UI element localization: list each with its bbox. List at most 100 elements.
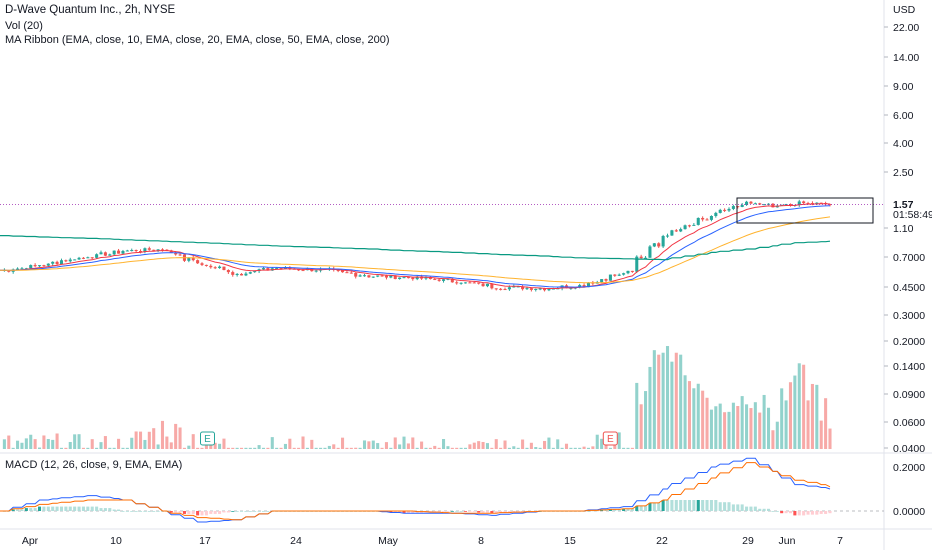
macd-histogram-bar xyxy=(248,511,252,512)
macd-histogram-bar xyxy=(222,511,226,513)
candle-body xyxy=(174,252,178,255)
macd-histogram-bar xyxy=(731,504,735,511)
candle-body xyxy=(393,275,397,280)
volume-bar xyxy=(758,412,762,449)
volume-bar xyxy=(780,388,784,449)
volume-bar xyxy=(134,431,138,449)
macd-histogram-bar xyxy=(613,509,617,511)
volume-bar xyxy=(819,420,823,449)
macd-histogram-bar xyxy=(521,511,525,513)
macd-histogram-bar xyxy=(775,511,779,512)
macd-indicator-label[interactable]: MACD (12, 26, close, 9, EMA, EMA) xyxy=(5,459,183,471)
price-tick-label: 9.00 xyxy=(893,81,914,93)
macd-histogram-bar xyxy=(235,511,239,512)
macd-histogram-bar xyxy=(261,511,266,512)
volume-bar xyxy=(810,383,814,449)
volume-bar xyxy=(622,447,626,449)
macd-histogram-bar xyxy=(600,509,604,511)
candle-body xyxy=(582,285,586,288)
candle-body xyxy=(108,254,112,256)
candle-body xyxy=(130,250,134,252)
macd-histogram-bar xyxy=(117,509,121,511)
volume-bar xyxy=(485,443,489,449)
candle-body xyxy=(160,249,165,251)
macd-histogram-bar xyxy=(51,506,55,511)
candle-body xyxy=(354,272,358,277)
chart-title: D-Wave Quantum Inc., 2h, NYSE xyxy=(5,4,176,16)
candle-body xyxy=(753,203,757,205)
candle-body xyxy=(802,201,806,204)
volume-bar xyxy=(182,447,186,449)
volume-bar xyxy=(29,434,33,449)
price-tick-label: 0.0400 xyxy=(893,443,925,455)
volume-bar xyxy=(455,447,459,449)
volume-bar xyxy=(51,439,55,449)
candle-body xyxy=(692,224,696,226)
macd-histogram-bar xyxy=(507,511,511,513)
macd-histogram-bar xyxy=(112,509,116,511)
ma-ribbon-label[interactable]: MA Ribbon (EMA, close, 10, EMA, close, 2… xyxy=(5,34,390,46)
macd-histogram-bar xyxy=(468,511,472,512)
volume-bar xyxy=(283,443,287,449)
macd-histogram-bar xyxy=(402,511,406,514)
volume-indicator-label[interactable]: Vol (20) xyxy=(5,20,43,32)
candle-body xyxy=(33,265,37,267)
volume-bar xyxy=(705,397,709,449)
volume-bar xyxy=(235,447,239,449)
candle-body xyxy=(389,275,393,278)
candle-body xyxy=(46,263,50,266)
candle-body xyxy=(450,278,454,283)
candle-body xyxy=(810,203,814,205)
candle-body xyxy=(512,286,516,288)
candle-body xyxy=(275,268,279,270)
macd-histogram-bar xyxy=(463,511,468,512)
volume-bar xyxy=(393,437,397,449)
macd-histogram-bar xyxy=(784,511,788,514)
macd-histogram-bar xyxy=(705,500,709,511)
macd-histogram-bar xyxy=(64,506,68,511)
volume-bar xyxy=(323,447,327,449)
macd-histogram-bar xyxy=(793,511,797,516)
candle-body xyxy=(521,286,525,290)
volume-bar xyxy=(600,438,604,449)
candle-body xyxy=(648,246,652,258)
macd-histogram-bar xyxy=(11,509,15,511)
candle-body xyxy=(749,201,753,204)
volume-bar xyxy=(86,447,90,449)
candle-body xyxy=(139,251,143,253)
candle-body xyxy=(143,248,147,252)
candle-body xyxy=(644,257,648,259)
candle-body xyxy=(37,265,42,267)
macd-histogram-bar xyxy=(824,511,828,514)
volume-bar xyxy=(477,441,481,449)
volume-bar xyxy=(635,382,639,449)
candle-body xyxy=(657,243,661,247)
macd-histogram-bar xyxy=(604,509,608,511)
volume-bar xyxy=(327,445,331,449)
volume-bar xyxy=(292,447,296,449)
macd-histogram-bar xyxy=(29,508,33,511)
macd-histogram-bar xyxy=(771,511,775,512)
volume-bar xyxy=(499,447,503,449)
candle-body xyxy=(437,279,441,281)
candle-body xyxy=(705,219,709,221)
candle-body xyxy=(55,261,59,265)
time-tick-label: 22 xyxy=(656,535,668,547)
candle-body xyxy=(341,270,345,273)
candle-body xyxy=(187,257,191,261)
macd-histogram-bar xyxy=(182,511,186,514)
volume-bar xyxy=(108,447,112,449)
volume-bar xyxy=(692,388,696,449)
volume-bar xyxy=(59,447,64,449)
macd-histogram-bar xyxy=(472,511,476,512)
candle-body xyxy=(463,282,468,284)
currency-label: USD xyxy=(893,4,916,16)
candle-body xyxy=(679,229,683,232)
candle-body xyxy=(200,263,204,265)
candle-body xyxy=(248,272,252,274)
volume-bar xyxy=(406,443,410,449)
volume-bar xyxy=(525,447,529,449)
candle-body xyxy=(455,282,459,284)
candle-body xyxy=(371,276,375,278)
